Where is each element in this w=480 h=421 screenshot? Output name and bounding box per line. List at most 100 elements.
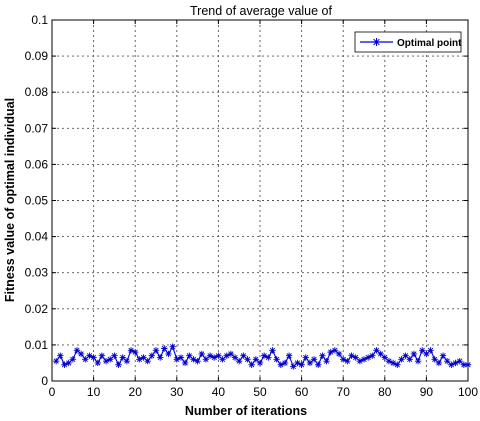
data-point: [406, 356, 413, 363]
data-point: [281, 359, 289, 367]
data-point: [61, 361, 68, 368]
data-point: [439, 352, 447, 359]
x-tick-label: 0: [49, 385, 56, 399]
data-point: [464, 361, 472, 368]
x-tick-label: 20: [129, 385, 143, 399]
chart-title: Trend of average value of: [190, 4, 333, 18]
data-point: [444, 357, 451, 365]
data-point: [223, 352, 230, 359]
data-point: [448, 361, 455, 368]
data-point: [248, 361, 255, 368]
data-point: [460, 361, 468, 368]
y-tick-label: 0.08: [25, 85, 49, 99]
data-point: [402, 352, 409, 359]
data-point: [152, 347, 160, 354]
data-point: [319, 352, 326, 359]
data-point: [431, 356, 438, 363]
data-point: [269, 347, 276, 354]
data-point: [219, 356, 226, 363]
data-point: [69, 356, 76, 363]
ticks-layer: 0 10 20 30 40 50 60 70 80 90 100 0 0.01 0.02 0.03 0.04 0…: [25, 13, 479, 399]
data-point: [107, 356, 114, 363]
data-point: [198, 350, 205, 358]
data-point: [82, 356, 89, 363]
data-point: [273, 356, 280, 363]
y-tick-label: 0.02: [25, 302, 49, 316]
data-point: [315, 361, 322, 368]
data-point: [306, 359, 314, 367]
data-point: [73, 347, 81, 354]
data-point: [452, 359, 459, 367]
data-point: [344, 357, 351, 365]
data-point: [348, 352, 355, 359]
data-point: [169, 343, 176, 350]
data-point: [419, 347, 426, 354]
data-point: [181, 359, 189, 367]
y-tick-label: 0.09: [25, 49, 49, 63]
data-point: [144, 357, 151, 365]
x-tick-label: 100: [458, 385, 478, 399]
data-point: [127, 347, 135, 354]
data-point: [211, 354, 218, 361]
data-point: [65, 359, 72, 367]
data-point: [381, 354, 388, 361]
data-point: [177, 354, 185, 361]
data-point: [111, 352, 118, 359]
data-point: [364, 354, 372, 361]
data-point: [369, 352, 376, 359]
x-axis-label: Number of iterations: [185, 404, 307, 418]
data-point: [398, 356, 405, 363]
data-point: [244, 356, 251, 363]
x-tick-label: 60: [295, 385, 309, 399]
data-point: [190, 356, 197, 363]
data-point: [302, 354, 309, 361]
data-point: [194, 357, 201, 365]
data-point: [331, 347, 339, 354]
data-point: [136, 356, 143, 363]
data-point: [186, 352, 193, 359]
data-point: [140, 354, 147, 361]
data-point: [132, 348, 139, 356]
data-point: [148, 352, 156, 359]
data-point: [435, 359, 443, 367]
x-tick-label: 40: [212, 385, 226, 399]
data-point: [252, 356, 260, 363]
grid-layer: [52, 20, 468, 381]
y-axis-label: Fitness value of optimal individual: [3, 98, 17, 302]
data-point: [231, 354, 239, 361]
data-point: [352, 354, 359, 361]
data-point: [373, 347, 380, 354]
data-point: [340, 356, 347, 363]
data-point: [57, 352, 64, 359]
data-point: [227, 350, 235, 358]
data-point: [202, 356, 210, 363]
data-point: [77, 350, 85, 358]
x-tick-label: 50: [253, 385, 267, 399]
data-point: [360, 356, 368, 363]
data-point: [206, 352, 214, 359]
y-tick-label: 0.07: [25, 121, 49, 135]
data-point: [256, 359, 264, 367]
data-point: [298, 361, 305, 368]
data-point: [165, 350, 172, 358]
x-tick-label: 10: [87, 385, 101, 399]
data-point: [356, 357, 364, 365]
data-point: [285, 352, 293, 359]
data-point: [310, 356, 318, 363]
data-point: [156, 354, 164, 361]
y-tick-label: 0.05: [25, 194, 49, 208]
data-point: [427, 347, 434, 354]
data-point: [410, 350, 418, 358]
data-point: [414, 357, 422, 365]
x-tick-label: 90: [420, 385, 434, 399]
data-point: [265, 354, 272, 361]
data-point: [260, 352, 268, 359]
data-point: [98, 352, 106, 359]
y-tick-label: 0.04: [25, 230, 49, 244]
data-point: [385, 357, 393, 365]
y-tick-label: 0.01: [25, 338, 49, 352]
legend-label: Optimal point: [397, 38, 462, 49]
data-point: [327, 348, 334, 356]
